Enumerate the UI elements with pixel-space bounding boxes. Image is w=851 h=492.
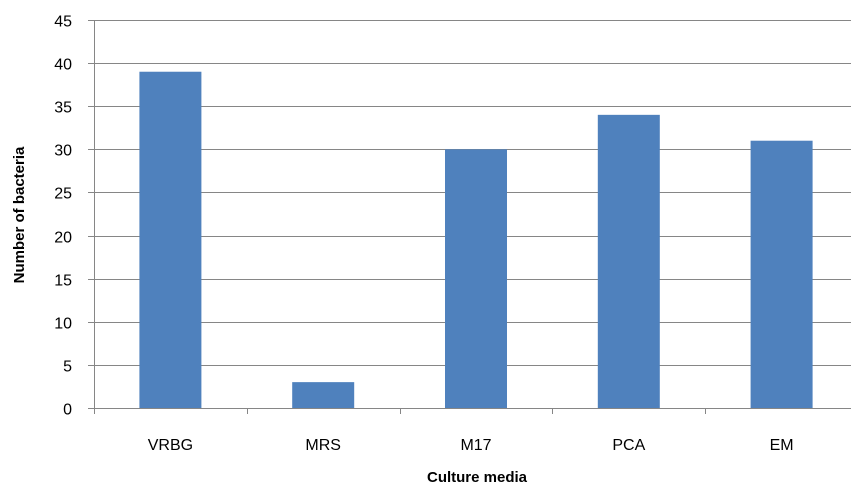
- bar-m17: [445, 149, 507, 409]
- y-tick-label: 15: [54, 273, 72, 290]
- y-tick-label: 35: [54, 100, 72, 117]
- bar-mrs: [292, 382, 355, 408]
- x-tick-label: VRBG: [148, 437, 193, 454]
- y-tick-label: 25: [54, 186, 72, 203]
- x-axis-title: Culture media: [427, 469, 528, 486]
- bars: [139, 71, 813, 409]
- y-tick-label: 20: [54, 230, 72, 247]
- x-tick-label: M17: [460, 437, 491, 454]
- bar-vrbg: [139, 71, 202, 408]
- x-tick-label: EM: [770, 437, 794, 454]
- x-tick-labels: VRBG MRS M17 PCA EM: [148, 437, 794, 454]
- axes: [88, 20, 851, 414]
- y-tick-label: 5: [63, 359, 72, 376]
- y-tick-label: 40: [54, 57, 72, 74]
- y-tick-label: 10: [54, 316, 72, 333]
- y-tick-label: 45: [54, 14, 72, 31]
- y-tick-label: 30: [54, 143, 72, 160]
- x-tick-label: MRS: [305, 437, 341, 454]
- bar-em: [750, 140, 813, 408]
- bar-pca: [597, 114, 660, 408]
- x-tick-label: PCA: [612, 437, 645, 454]
- y-axis-title: Number of bacteria: [11, 146, 28, 283]
- y-tick-labels: 0 5 10 15 20 25 30 35 40 45: [54, 14, 72, 419]
- y-tick-label: 0: [63, 402, 72, 419]
